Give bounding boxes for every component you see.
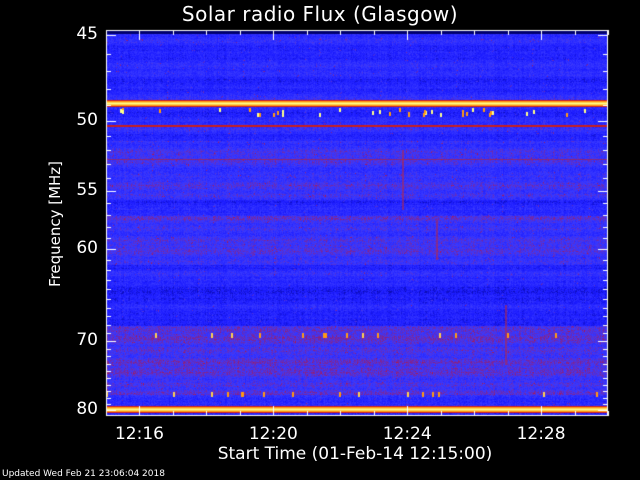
y-tick-label: 45 [76, 24, 98, 44]
updated-timestamp: Updated Wed Feb 21 23:06:04 2018 [2, 469, 165, 479]
x-tick-label: 12:28 [516, 424, 566, 444]
y-tick-label: 55 [76, 179, 98, 200]
y-tick-label: 50 [76, 109, 98, 130]
x-tick-label: 12:16 [114, 424, 164, 444]
x-tick-label: 12:24 [382, 424, 432, 444]
y-axis-label: Frequency [MHz] [46, 160, 64, 288]
chart-title: Solar radio Flux (Glasgow) [181, 2, 459, 26]
x-tick-label: 12:20 [248, 424, 298, 444]
y-tick-label: 70 [76, 330, 98, 351]
y-tick-label: 60 [76, 238, 98, 259]
y-tick-label: 80 [76, 399, 98, 419]
x-axis-label: Start Time (01-Feb-14 12:15:00) [217, 444, 493, 464]
